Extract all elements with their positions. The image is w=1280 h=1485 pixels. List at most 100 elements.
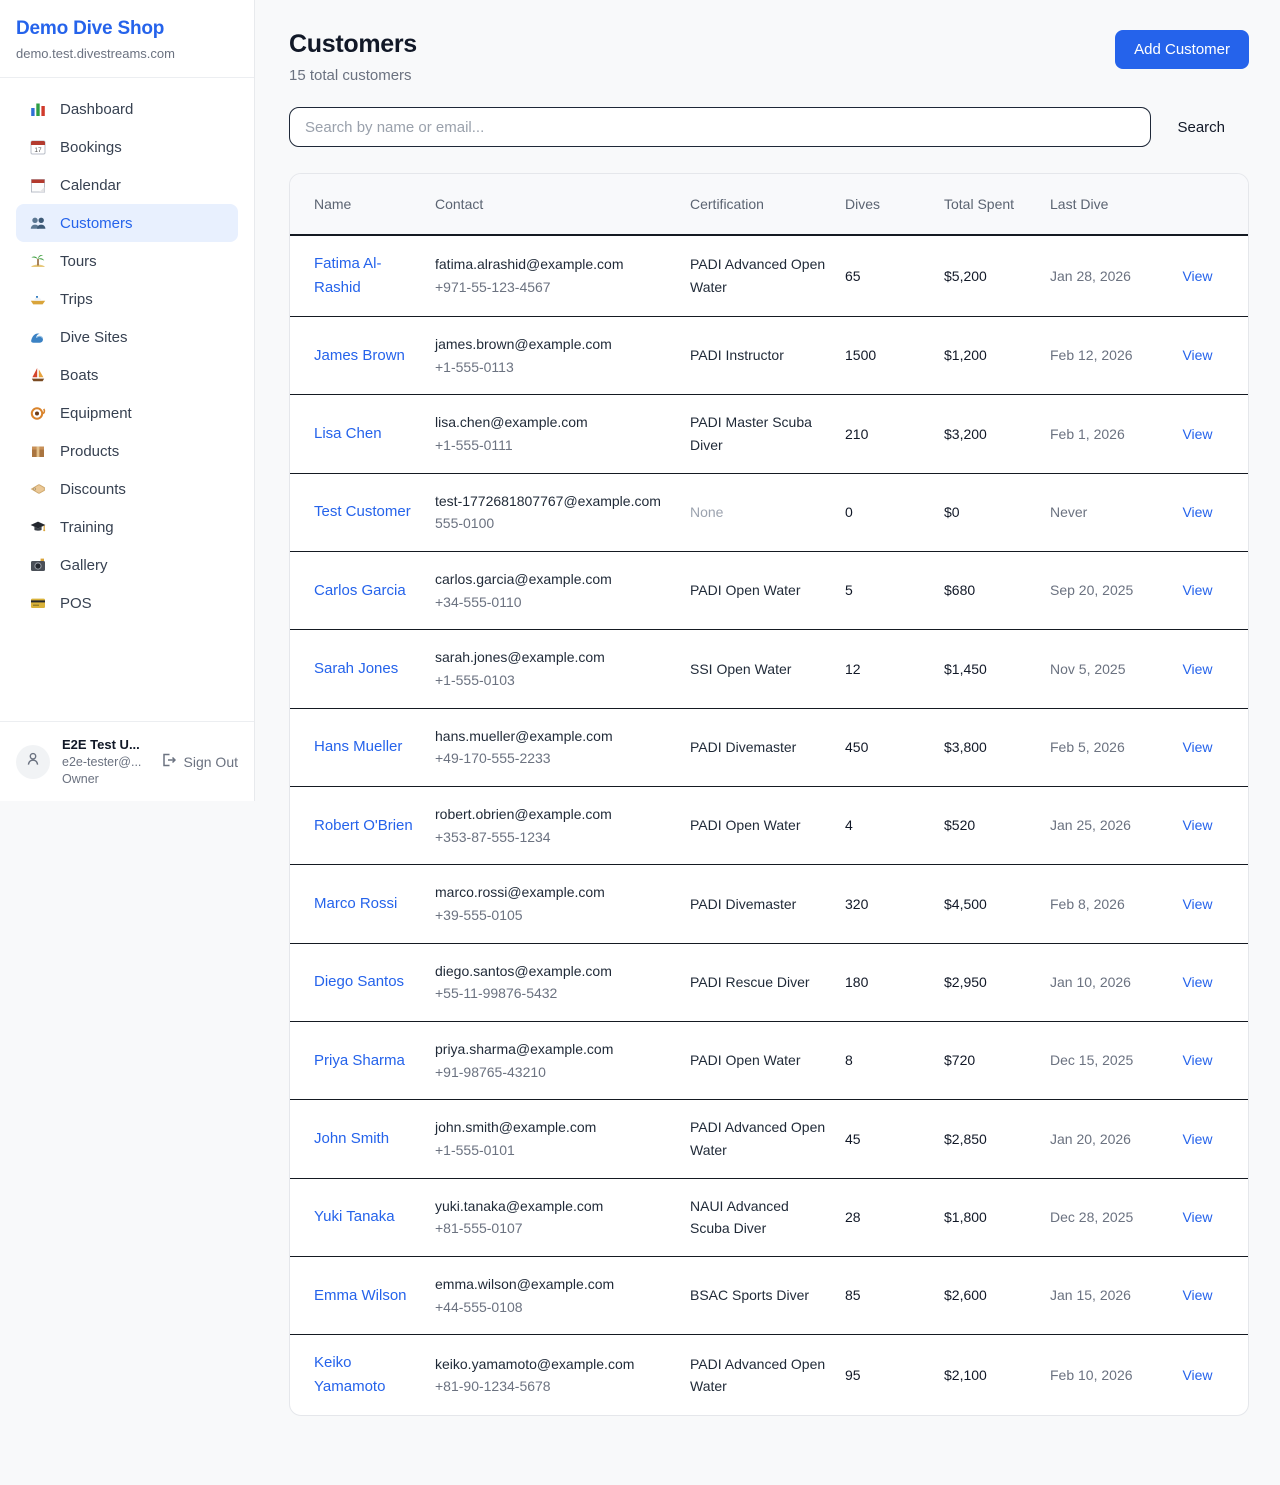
customer-name-link[interactable]: Carlos Garcia — [314, 581, 406, 599]
customer-phone: 555-0100 — [435, 515, 495, 532]
customer-name-link[interactable]: Sarah Jones — [314, 660, 399, 678]
user-section: E2E Test U... e2e-tester@... Owner Sign … — [0, 721, 254, 801]
customer-dives: 8 — [845, 1052, 853, 1069]
customer-name-link[interactable]: Emma Wilson — [314, 1286, 407, 1304]
sidebar-item-calendar[interactable]: Calendar — [16, 166, 238, 204]
view-link[interactable]: View — [1182, 1130, 1213, 1147]
customer-name-link[interactable]: Lisa Chen — [314, 425, 382, 443]
customer-name-link[interactable]: Marco Rossi — [314, 895, 398, 913]
view-link[interactable]: View — [1182, 425, 1213, 442]
customer-dives: 85 — [845, 1287, 861, 1304]
view-link[interactable]: View — [1182, 267, 1213, 284]
sidebar: Demo Dive Shop demo.test.divestreams.com… — [0, 0, 255, 801]
search-input[interactable] — [289, 107, 1152, 147]
customer-email: james.brown@example.com — [435, 336, 612, 352]
customer-dives: 450 — [845, 739, 869, 756]
view-link[interactable]: View — [1182, 582, 1213, 599]
table-row: Lisa Chen lisa.chen@example.com +1-555-0… — [290, 394, 1248, 473]
customer-phone: +91-98765-43210 — [435, 1063, 546, 1080]
view-link[interactable]: View — [1182, 504, 1213, 521]
customer-phone: +34-555-0110 — [435, 593, 522, 610]
sign-out-button[interactable]: Sign Out — [160, 752, 238, 771]
customer-dives: 180 — [845, 974, 869, 991]
table-row: Keiko Yamamoto keiko.yamamoto@example.co… — [290, 1334, 1248, 1415]
customer-email: marco.rossi@example.com — [435, 884, 605, 901]
customer-name-link[interactable]: Test Customer — [314, 503, 411, 521]
search-button[interactable]: Search — [1151, 119, 1249, 136]
sidebar-item-customers[interactable]: Customers — [16, 204, 238, 242]
table-row: Test Customer test-1772681807767@example… — [290, 473, 1248, 551]
sidebar-item-pos[interactable]: POS — [16, 584, 238, 622]
customer-email: john.smith@example.com — [435, 1119, 597, 1136]
view-link[interactable]: View — [1182, 1209, 1213, 1226]
island-icon — [29, 252, 47, 270]
user-info: E2E Test U... e2e-tester@... Owner — [62, 737, 148, 786]
customer-name-link[interactable]: John Smith — [314, 1130, 390, 1148]
sidebar-item-products[interactable]: Products — [16, 432, 238, 470]
customer-name-link[interactable]: Priya Sharma — [314, 1051, 405, 1069]
table-row: Carlos Garcia carlos.garcia@example.com … — [290, 551, 1248, 630]
view-link[interactable]: View — [1182, 347, 1213, 364]
table-row: Marco Rossi marco.rossi@example.com +39-… — [290, 864, 1248, 943]
customer-name-link[interactable]: Keiko Yamamoto — [314, 1354, 386, 1396]
col-header-total-spent: Total Spent — [944, 174, 1050, 236]
customer-total-spent: $720 — [944, 1052, 976, 1069]
table-row: Yuki Tanaka yuki.tanaka@example.com +81-… — [290, 1178, 1248, 1256]
page-title: Customers — [289, 30, 417, 58]
search-bar: Search — [289, 107, 1249, 147]
view-link[interactable]: View — [1182, 739, 1213, 756]
tag-icon — [29, 480, 47, 498]
customer-phone: +1-555-0103 — [435, 672, 515, 689]
bar-chart-icon — [29, 100, 47, 118]
customer-last-dive: Sep 20, 2025 — [1050, 582, 1134, 599]
customer-total-spent: $680 — [944, 582, 976, 599]
customer-phone: +353-87-555-1234 — [435, 828, 551, 845]
col-header-contact: Contact — [435, 174, 690, 236]
sidebar-item-gallery[interactable]: Gallery — [16, 546, 238, 584]
customer-name-link[interactable]: Fatima Al-Rashid — [314, 255, 382, 296]
sidebar-item-equipment[interactable]: Equipment — [16, 394, 238, 432]
customer-name-link[interactable]: Hans Mueller — [314, 738, 403, 756]
sidebar-item-discounts[interactable]: Discounts — [16, 470, 238, 508]
svg-text:17: 17 — [34, 147, 42, 154]
customer-email: robert.obrien@example.com — [435, 806, 612, 823]
view-link[interactable]: View — [1182, 895, 1213, 912]
sidebar-nav: Dashboard 17 Bookings Calendar Customers… — [0, 78, 254, 721]
customer-total-spent: $1,800 — [944, 1209, 987, 1226]
customer-name-link[interactable]: Yuki Tanaka — [314, 1208, 395, 1226]
view-link[interactable]: View — [1182, 1367, 1213, 1384]
sidebar-item-dive-sites[interactable]: Dive Sites — [16, 318, 238, 356]
table-row: Diego Santos diego.santos@example.com +5… — [290, 943, 1248, 1021]
customer-name-link[interactable]: Robert O'Brien — [314, 816, 413, 834]
table-row: Sarah Jones sarah.jones@example.com +1-5… — [290, 629, 1248, 708]
customer-email: sarah.jones@example.com — [435, 649, 605, 666]
camera-icon — [29, 556, 47, 574]
avatar — [16, 744, 50, 779]
calendar-icon — [29, 176, 47, 194]
add-customer-button[interactable]: Add Customer — [1115, 30, 1249, 69]
sidebar-item-bookings[interactable]: 17 Bookings — [16, 128, 238, 166]
view-link[interactable]: View — [1182, 974, 1213, 991]
customer-count: 15 total customers — [289, 67, 412, 84]
sidebar-item-trips[interactable]: Trips — [16, 280, 238, 318]
sidebar-item-dashboard[interactable]: Dashboard — [16, 90, 238, 128]
customer-name-link[interactable]: Diego Santos — [314, 973, 405, 991]
view-link[interactable]: View — [1182, 660, 1213, 677]
customer-dives: 4 — [845, 817, 853, 834]
customer-last-dive: Never — [1050, 504, 1088, 521]
customer-dives: 65 — [845, 267, 861, 284]
shop-name: Demo Dive Shop — [16, 18, 165, 39]
customer-last-dive: Feb 5, 2026 — [1050, 739, 1125, 756]
sidebar-item-boats[interactable]: Boats — [16, 356, 238, 394]
view-link[interactable]: View — [1182, 1052, 1213, 1069]
user-name: E2E Test U... — [62, 737, 140, 752]
customer-email: diego.santos@example.com — [435, 962, 612, 979]
view-link[interactable]: View — [1182, 1287, 1213, 1304]
sidebar-item-training[interactable]: Training — [16, 508, 238, 546]
col-header-name: Name — [290, 174, 435, 236]
sidebar-item-tours[interactable]: Tours — [16, 242, 238, 280]
view-link[interactable]: View — [1182, 817, 1213, 834]
customer-certification: BSAC Sports Diver — [690, 1287, 810, 1304]
customer-name-link[interactable]: James Brown — [314, 346, 405, 364]
sign-out-icon — [160, 752, 176, 771]
